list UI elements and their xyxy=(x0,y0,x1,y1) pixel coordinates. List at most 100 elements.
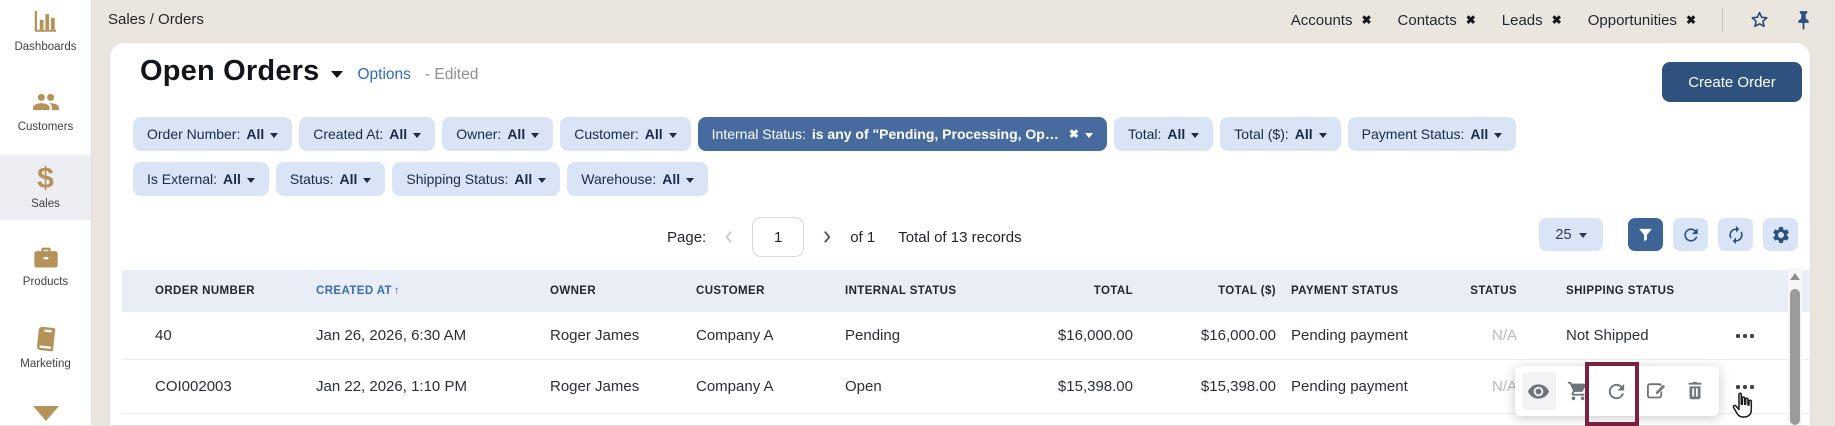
close-icon[interactable]: ✖ xyxy=(1361,13,1372,27)
cell-total-usd: $16,000.00 xyxy=(1200,327,1276,344)
filter-value: All xyxy=(223,171,241,187)
sidebar-item-funnel[interactable] xyxy=(0,406,91,421)
sidebar-item-label: Sales xyxy=(31,198,60,210)
filter-is-external[interactable]: Is External: All xyxy=(133,162,269,196)
filter-row-1: Order Number: All Created At: All Owner: Al… xyxy=(133,117,1517,151)
column-header-created-at[interactable]: CREATED AT ↑ xyxy=(316,285,550,297)
tab-accounts[interactable]: Accounts ✖ xyxy=(1291,12,1372,29)
filter-value: All xyxy=(507,126,526,142)
view-order-button[interactable] xyxy=(1521,372,1556,410)
refresh-button[interactable] xyxy=(1673,218,1708,251)
scrollbar-thumb[interactable] xyxy=(1790,289,1800,425)
filter-warehouse[interactable]: Warehouse: All xyxy=(567,162,709,196)
filter-order-number[interactable]: Order Number: All xyxy=(133,117,293,151)
tab-opportunities[interactable]: Opportunities ✖ xyxy=(1588,12,1696,29)
sidebar-item-customers[interactable]: Customers xyxy=(0,88,91,133)
column-header-total[interactable]: TOTAL xyxy=(1093,285,1133,297)
cell-customer: Company A xyxy=(696,378,774,395)
next-page-button[interactable] xyxy=(819,229,835,245)
table-row[interactable]: 40 Jan 26, 2026, 6:30 AM Roger James Com… xyxy=(122,312,1810,360)
cell-status: N/A xyxy=(1491,378,1517,395)
filter-payment-status[interactable]: Payment Status: All xyxy=(1347,117,1517,151)
column-header-owner[interactable]: OWNER xyxy=(550,285,597,297)
edit-order-button[interactable] xyxy=(1639,372,1673,410)
close-icon[interactable]: ✖ xyxy=(1465,13,1476,27)
column-header-payment-status[interactable]: PAYMENT STATUS xyxy=(1291,285,1399,297)
chevron-down-icon[interactable] xyxy=(331,71,344,78)
close-icon[interactable]: ✖ xyxy=(1551,13,1562,27)
cell-internal-status: Open xyxy=(845,378,882,395)
table-header-row: ORDER NUMBER CREATED AT ↑ OWNER CUSTOMER … xyxy=(122,270,1810,312)
cell-payment-status: Pending payment xyxy=(1291,378,1408,395)
filter-internal-status[interactable]: Internal Status: is any of "Pending, Proc… xyxy=(697,117,1107,151)
sort-asc-icon: ↑ xyxy=(393,285,401,297)
row-menu-button[interactable] xyxy=(1730,328,1760,344)
cell-created-at: Jan 22, 2026, 1:10 PM xyxy=(316,378,467,395)
sidebar-item-products[interactable]: Products xyxy=(0,243,91,288)
reorder-button[interactable] xyxy=(1600,372,1634,410)
funnel-icon xyxy=(32,406,59,421)
prev-page-button[interactable] xyxy=(721,229,737,245)
column-header-order-number[interactable]: ORDER NUMBER xyxy=(155,285,255,297)
options-link[interactable]: Options xyxy=(357,65,411,83)
filter-label: Order Number: xyxy=(147,126,241,142)
column-header-status[interactable]: STATUS xyxy=(1470,285,1517,297)
row-menu-button[interactable] xyxy=(1730,379,1760,395)
pin-icon[interactable] xyxy=(1796,10,1811,31)
sidebar-item-dashboards[interactable]: Dashboards xyxy=(0,6,91,53)
per-page-value: 25 xyxy=(1555,226,1572,243)
bar-chart-icon xyxy=(31,6,61,36)
column-header-total-usd[interactable]: TOTAL ($) xyxy=(1218,285,1276,297)
close-icon[interactable]: ✖ xyxy=(1685,13,1696,27)
page-input[interactable] xyxy=(752,217,805,257)
filter-created-at[interactable]: Created At: All xyxy=(299,117,436,151)
topbar-tabs: Accounts ✖ Contacts ✖ Leads ✖ Opportunit… xyxy=(1291,8,1811,32)
filter-status[interactable]: Status: All xyxy=(275,162,386,196)
tab-label: Contacts xyxy=(1397,11,1457,29)
table-controls: 25 xyxy=(1539,218,1798,251)
edited-label: - Edited xyxy=(424,65,479,83)
filter-shipping-status[interactable]: Shipping Status: All xyxy=(392,162,561,196)
filter-value: All xyxy=(514,171,533,187)
close-icon[interactable]: ✖ xyxy=(1068,127,1079,141)
filter-customer[interactable]: Customer: All xyxy=(560,117,691,151)
filter-total-usd[interactable]: Total ($): All xyxy=(1220,117,1341,151)
filter-label: Customer: xyxy=(574,126,639,142)
sidebar-item-marketing[interactable]: Marketing xyxy=(0,325,91,370)
filter-total[interactable]: Total: All xyxy=(1113,117,1214,151)
cart-button[interactable] xyxy=(1561,372,1595,410)
column-header-internal-status[interactable]: INTERNAL STATUS xyxy=(845,285,957,297)
page-count-label: of 1 xyxy=(850,228,876,246)
people-icon xyxy=(30,88,62,116)
column-header-customer[interactable]: CUSTOMER xyxy=(696,285,765,297)
scroll-up-arrow-icon[interactable] xyxy=(1790,273,1800,280)
sidebar-item-label: Marketing xyxy=(20,358,71,370)
sidebar-item-sales[interactable]: $ Sales xyxy=(0,155,91,220)
delete-order-button[interactable] xyxy=(1678,372,1712,410)
chevron-down-icon xyxy=(1191,132,1200,138)
filter-value: All xyxy=(662,171,681,187)
filter-owner[interactable]: Owner: All xyxy=(442,117,554,151)
column-header-shipping-status[interactable]: SHIPPING STATUS xyxy=(1566,285,1675,297)
briefcase-icon xyxy=(31,243,61,271)
filter-row-2: Is External: All Status: All Shipping Stat… xyxy=(133,162,709,196)
tab-leads[interactable]: Leads ✖ xyxy=(1502,12,1562,29)
filter-button[interactable] xyxy=(1628,218,1663,251)
sync-button[interactable] xyxy=(1718,218,1753,251)
star-icon[interactable] xyxy=(1749,10,1770,31)
per-page-select[interactable]: 25 xyxy=(1539,218,1603,251)
create-order-button[interactable]: Create Order xyxy=(1662,62,1802,102)
tab-label: Accounts xyxy=(1290,11,1353,29)
filter-label: Created At: xyxy=(313,126,384,142)
filter-label: Shipping Status: xyxy=(406,171,509,187)
chevron-down-icon xyxy=(1494,132,1503,138)
chevron-down-icon xyxy=(538,177,547,183)
filter-label: Total: xyxy=(1127,126,1162,142)
sidebar-item-label: Dashboards xyxy=(14,41,77,53)
filter-value: All xyxy=(389,126,408,142)
vertical-scrollbar[interactable] xyxy=(1788,268,1802,425)
settings-button[interactable] xyxy=(1763,218,1798,251)
chevron-down-icon xyxy=(246,177,255,183)
tab-contacts[interactable]: Contacts ✖ xyxy=(1398,12,1476,29)
trash-icon xyxy=(1684,380,1706,402)
